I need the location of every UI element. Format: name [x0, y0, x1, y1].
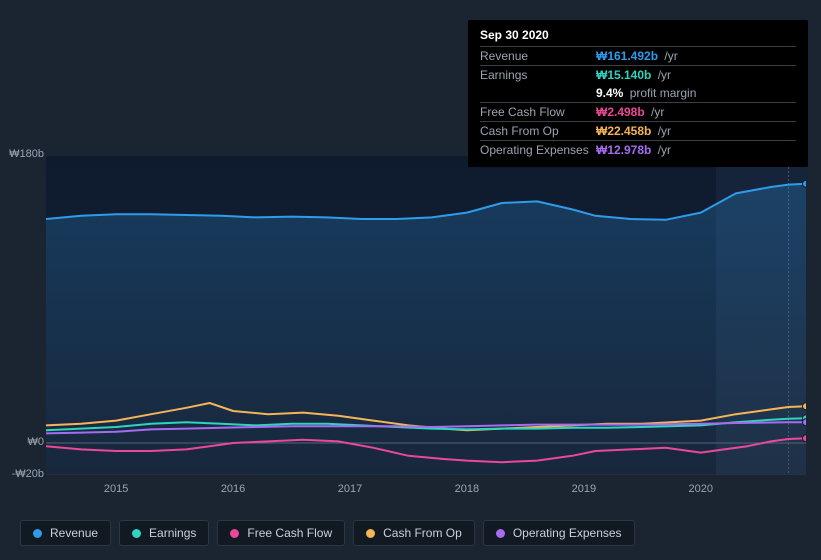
chart-legend: Revenue Earnings Free Cash Flow Cash From O…: [20, 520, 635, 546]
tooltip-label: Free Cash Flow: [480, 105, 596, 119]
tooltip-row: Earnings₩15.140b /yr: [480, 65, 796, 84]
legend-dot: [496, 529, 505, 538]
y-axis-label: ₩180b: [0, 148, 44, 160]
legend-item-cash-from-op[interactable]: Cash From Op: [353, 520, 475, 546]
financial-chart[interactable]: ₩180b₩0-₩20b 201520162017201820192020: [16, 155, 806, 495]
legend-dot: [132, 529, 141, 538]
legend-item-revenue[interactable]: Revenue: [20, 520, 111, 546]
tooltip-date: Sep 30 2020: [480, 28, 796, 42]
tooltip-label: Revenue: [480, 49, 596, 63]
tooltip-label: Cash From Op: [480, 124, 596, 138]
legend-label: Free Cash Flow: [247, 526, 332, 540]
tooltip-label: Operating Expenses: [480, 143, 596, 157]
tooltip-value: ₩22.458b /yr: [596, 124, 671, 138]
legend-label: Revenue: [50, 526, 98, 540]
legend-label: Cash From Op: [383, 526, 462, 540]
x-axis-label: 2018: [447, 483, 487, 495]
tooltip-value: ₩161.492b /yr: [596, 49, 678, 63]
y-axis-label: ₩0: [0, 436, 44, 448]
tooltip-label: Earnings: [480, 68, 596, 82]
tooltip-row: Revenue₩161.492b /yr: [480, 46, 796, 65]
x-axis-label: 2015: [96, 483, 136, 495]
chart-tooltip: Sep 30 2020 Revenue₩161.492b /yrEarnings…: [468, 20, 808, 167]
legend-item-free-cash-flow[interactable]: Free Cash Flow: [217, 520, 345, 546]
x-axis-label: 2016: [213, 483, 253, 495]
tooltip-value: 9.4% profit margin: [596, 86, 696, 100]
legend-dot: [366, 529, 375, 538]
tooltip-row: 9.4% profit margin: [480, 84, 796, 102]
tooltip-row: Free Cash Flow₩2.498b /yr: [480, 102, 796, 121]
legend-dot: [230, 529, 239, 538]
tooltip-value: ₩12.978b /yr: [596, 143, 671, 157]
tooltip-label: [480, 86, 596, 100]
x-axis-label: 2019: [564, 483, 604, 495]
x-axis-label: 2017: [330, 483, 370, 495]
tooltip-row: Cash From Op₩22.458b /yr: [480, 121, 796, 140]
legend-dot: [33, 529, 42, 538]
legend-item-operating-expenses[interactable]: Operating Expenses: [483, 520, 635, 546]
x-axis-label: 2020: [681, 483, 721, 495]
y-axis-label: -₩20b: [0, 468, 44, 480]
tooltip-value: ₩2.498b /yr: [596, 105, 664, 119]
tooltip-row: Operating Expenses₩12.978b /yr: [480, 140, 796, 159]
legend-label: Earnings: [149, 526, 196, 540]
tooltip-value: ₩15.140b /yr: [596, 68, 671, 82]
legend-label: Operating Expenses: [513, 526, 622, 540]
legend-item-earnings[interactable]: Earnings: [119, 520, 209, 546]
